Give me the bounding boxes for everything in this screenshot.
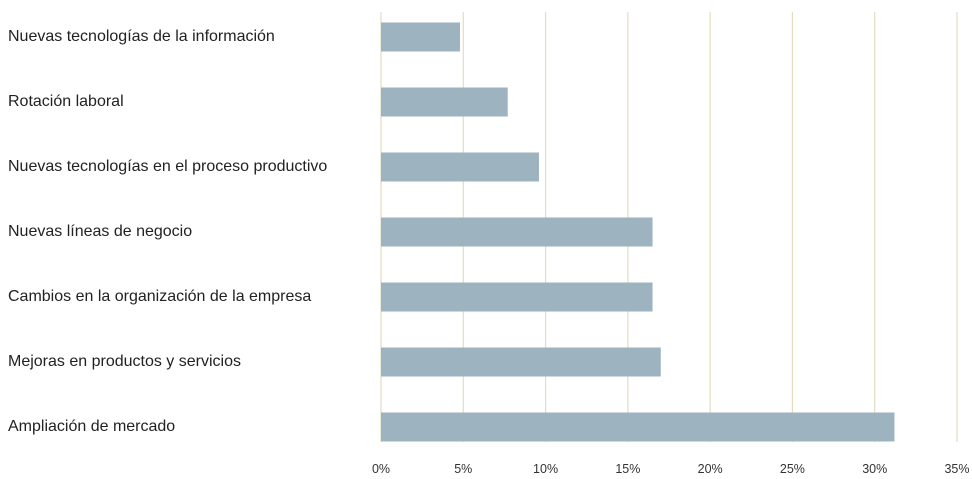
bar — [381, 282, 653, 312]
category-label: Mejoras en productos y servicios — [8, 353, 241, 370]
bar — [381, 22, 460, 52]
category-label: Rotación laboral — [8, 93, 124, 110]
category-label: Nuevas tecnologías en el proceso product… — [8, 158, 327, 175]
bars — [381, 22, 895, 442]
category-label: Ampliación de mercado — [8, 418, 175, 435]
category-labels: Nuevas tecnologías de la información Rota… — [8, 28, 327, 435]
x-axis-tick-labels: 0% 5% 10% 15% 20% 25% 30% 35% — [372, 462, 970, 476]
bar — [381, 347, 661, 377]
x-tick-label: 20% — [698, 462, 723, 476]
x-tick-label: 30% — [862, 462, 887, 476]
category-label: Cambios en la organización de la empresa — [8, 288, 311, 305]
bar — [381, 217, 653, 247]
x-tick-label: 10% — [533, 462, 558, 476]
x-tick-label: 15% — [615, 462, 640, 476]
bar — [381, 152, 539, 182]
x-tick-label: 0% — [372, 462, 390, 476]
category-label: Nuevas líneas de negocio — [8, 223, 192, 240]
x-tick-label: 25% — [780, 462, 805, 476]
category-label: Nuevas tecnologías de la información — [8, 28, 275, 45]
x-tick-label: 5% — [454, 462, 472, 476]
bar — [381, 87, 508, 117]
x-tick-label: 35% — [944, 462, 969, 476]
bar — [381, 412, 895, 442]
